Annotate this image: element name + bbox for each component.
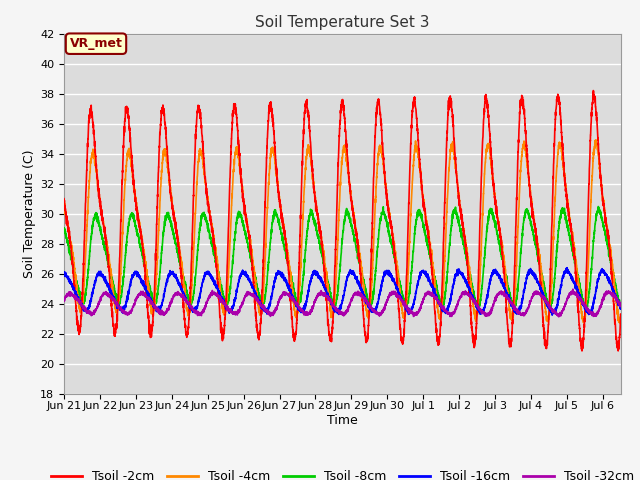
Title: Soil Temperature Set 3: Soil Temperature Set 3 [255, 15, 429, 30]
Legend: Tsoil -2cm, Tsoil -4cm, Tsoil -8cm, Tsoil -16cm, Tsoil -32cm: Tsoil -2cm, Tsoil -4cm, Tsoil -8cm, Tsoi… [45, 465, 639, 480]
Y-axis label: Soil Temperature (C): Soil Temperature (C) [23, 149, 36, 278]
X-axis label: Time: Time [327, 414, 358, 427]
Text: VR_met: VR_met [70, 37, 122, 50]
